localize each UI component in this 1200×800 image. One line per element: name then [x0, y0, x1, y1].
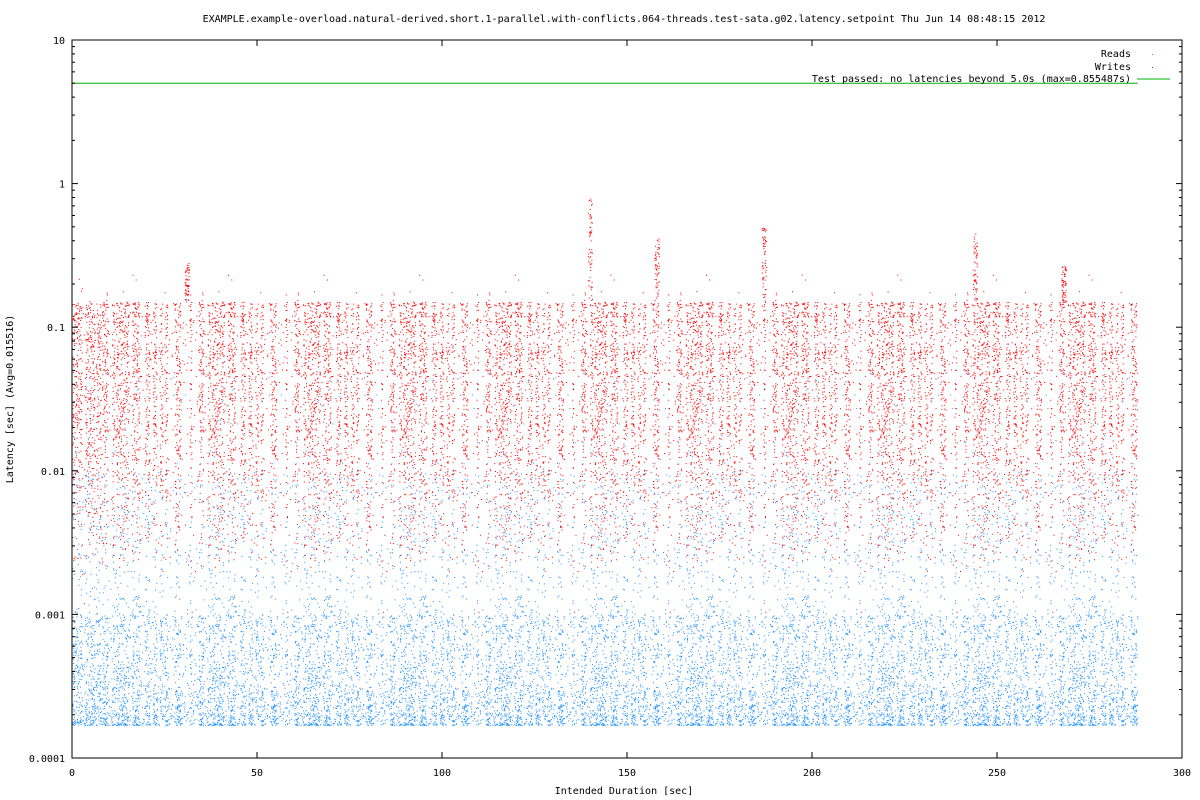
x-axis: 0 50 100 150 200 250 300	[69, 40, 1191, 779]
data-points	[72, 198, 1139, 726]
x-tick-label: 300	[1173, 768, 1191, 779]
series-reads-points	[72, 373, 1139, 726]
legend-label-reads: Reads	[1101, 49, 1131, 60]
x-tick-label: 100	[433, 768, 451, 779]
x-tick-label: 50	[251, 768, 263, 779]
legend: Reads Writes Test passed: no latencies b…	[812, 49, 1170, 85]
y-tick-label: 0.0001	[29, 754, 65, 765]
x-tick-label: 0	[69, 768, 75, 779]
x-tick-label: 150	[618, 768, 636, 779]
y-axis: 0.0001 0.001 0.01 0.1 1 10	[29, 36, 1182, 765]
y-tick-label: 0.001	[35, 610, 65, 621]
x-axis-label: Intended Duration [sec]	[555, 786, 693, 797]
legend-marker-reads	[1152, 54, 1153, 55]
y-tick-label: 0.01	[41, 467, 65, 478]
legend-label-writes: Writes	[1095, 62, 1131, 73]
y-axis-label: Latency [sec] (Avg=0.015516)	[5, 315, 16, 484]
y-tick-label: 0.1	[47, 323, 65, 334]
x-tick-label: 250	[988, 768, 1006, 779]
y-tick-label: 10	[53, 36, 65, 47]
legend-marker-writes	[1152, 67, 1153, 68]
y-tick-label: 1	[59, 180, 65, 191]
series-writes-points	[72, 198, 1139, 613]
chart-title: EXAMPLE.example-overload.natural-derived…	[203, 14, 1046, 25]
legend-label-threshold: Test passed: no latencies beyond 5.0s (m…	[812, 74, 1131, 85]
x-tick-label: 200	[803, 768, 821, 779]
